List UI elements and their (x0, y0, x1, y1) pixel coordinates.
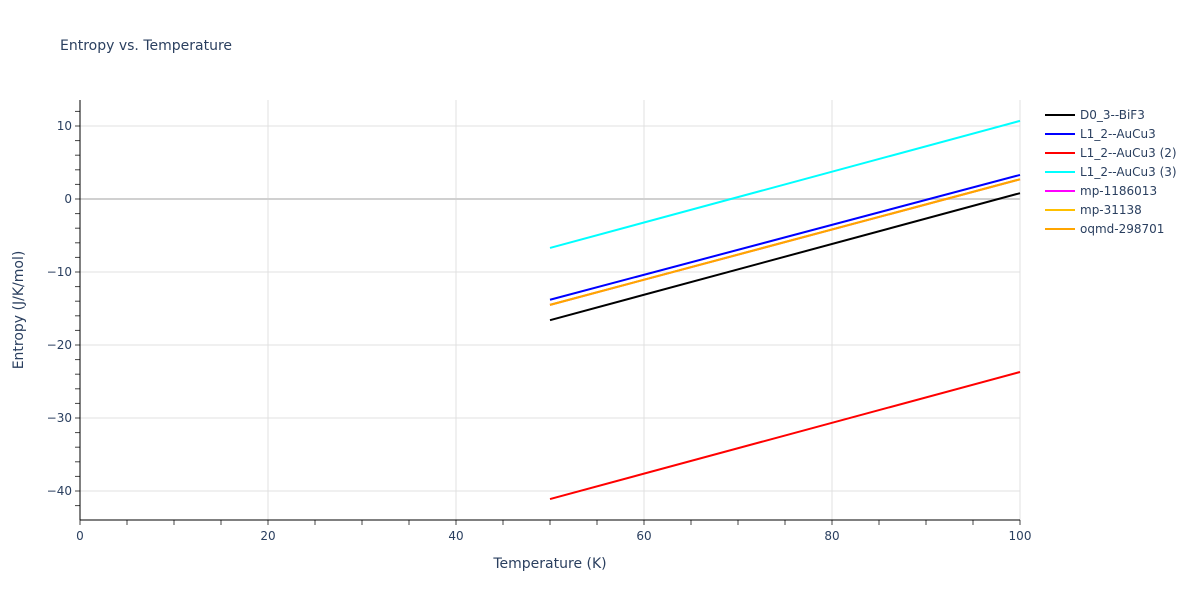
grid-lines (80, 100, 1021, 520)
series-line (549, 192, 1021, 322)
x-tick-label: 80 (824, 529, 839, 543)
legend-label: D0_3--BiF3 (1080, 108, 1145, 122)
legend-item[interactable]: mp-1186013 (1045, 184, 1157, 198)
plot-series (549, 119, 1021, 500)
series-line (549, 173, 1021, 301)
x-tick-label: 100 (1009, 529, 1032, 543)
y-tick-label: 10 (57, 119, 72, 133)
legend-label: mp-1186013 (1080, 184, 1157, 198)
y-axis-title: Entropy (J/K/mol) (11, 251, 27, 370)
y-tick-label: −20 (47, 338, 72, 352)
series-line (549, 371, 1021, 500)
y-tick-label: −40 (47, 484, 72, 498)
y-tick-label: 0 (64, 192, 72, 206)
legend-label: oqmd-298701 (1080, 222, 1164, 236)
legend-item[interactable]: oqmd-298701 (1045, 222, 1164, 236)
legend-label: L1_2--AuCu3 (1080, 127, 1156, 141)
legend: D0_3--BiF3 L1_2--AuCu3 L1_2--AuCu3 (2) L1_2… (1045, 108, 1177, 236)
legend-item[interactable]: L1_2--AuCu3 (2) (1045, 146, 1177, 160)
y-tick-label: −30 (47, 411, 72, 425)
series-line (549, 119, 1021, 249)
x-tick-label: 20 (260, 529, 275, 543)
x-tick-label: 60 (636, 529, 651, 543)
series-line (549, 178, 1021, 306)
legend-item[interactable]: D0_3--BiF3 (1045, 108, 1145, 122)
chart-title: Entropy vs. Temperature (60, 38, 232, 54)
legend-label: mp-31138 (1080, 203, 1142, 217)
legend-item[interactable]: mp-31138 (1045, 203, 1142, 217)
x-axis-title: Temperature (K) (492, 556, 606, 572)
legend-item[interactable]: L1_2--AuCu3 (1045, 127, 1156, 141)
y-tick-label: −10 (47, 265, 72, 279)
axes: 0 20 40 60 80 100 −40 −30 −20 −10 0 10 (47, 100, 1032, 543)
legend-item[interactable]: L1_2--AuCu3 (3) (1045, 165, 1177, 179)
x-tick-label: 40 (448, 529, 463, 543)
legend-label: L1_2--AuCu3 (3) (1080, 165, 1177, 179)
legend-label: L1_2--AuCu3 (2) (1080, 146, 1177, 160)
x-tick-label: 0 (76, 529, 84, 543)
